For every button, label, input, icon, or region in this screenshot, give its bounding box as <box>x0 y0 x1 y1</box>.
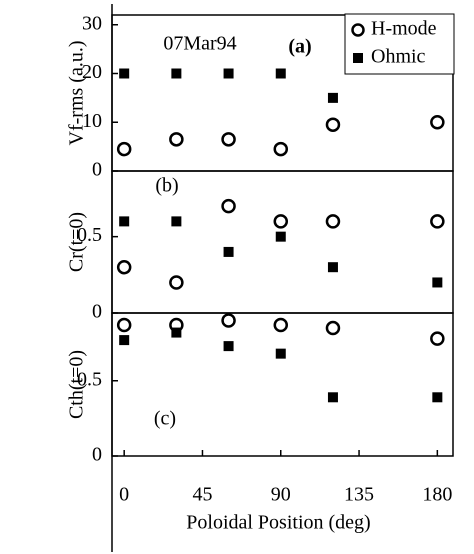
y-axis-title: Cr(t=0) <box>66 212 88 272</box>
h-mode-point <box>273 317 289 333</box>
ohmic-point <box>119 216 130 227</box>
ohmic-point <box>171 327 182 338</box>
ohmic-point <box>275 348 286 359</box>
h-mode-point <box>221 198 236 214</box>
h-mode-point <box>430 115 445 130</box>
h-mode-point <box>221 313 236 328</box>
ohmic-point <box>327 262 338 273</box>
y-axis-title: Vf-rms (a.u.) <box>66 41 88 146</box>
h-mode-point <box>273 214 289 229</box>
ohmic-point <box>223 246 234 257</box>
h-mode-point <box>116 141 132 157</box>
x-tick-label: 180 <box>422 484 452 506</box>
ohmic-point <box>223 68 234 79</box>
h-mode-point <box>325 214 341 229</box>
ohmic-point <box>327 92 338 103</box>
h-mode-point <box>325 117 341 132</box>
y-tick-label: 0 <box>92 159 102 181</box>
legend-label: Ohmic <box>371 46 426 68</box>
h-mode-point <box>169 132 184 147</box>
h-mode-point <box>430 331 445 346</box>
ohmic-point <box>432 277 443 288</box>
legend-box <box>344 13 455 75</box>
ohmic-point <box>119 335 130 346</box>
x-tick-label: 0 <box>119 484 129 506</box>
y-tick-label: 0.5 <box>77 224 102 246</box>
ohmic-point <box>275 231 286 242</box>
h-mode-point <box>430 214 445 229</box>
ohmic-point <box>223 341 234 352</box>
ohmic-point <box>171 68 182 79</box>
annotation: (b) <box>155 175 178 197</box>
x-tick-label: 90 <box>271 484 291 506</box>
y-tick-label: 0.5 <box>77 368 102 390</box>
ohmic-point <box>119 68 130 79</box>
y-axis-title: Cth(t=0) <box>66 350 88 419</box>
h-mode-point <box>169 275 184 290</box>
h-mode-point <box>325 320 341 336</box>
h-mode-point <box>221 132 236 147</box>
y-tick-label: 20 <box>82 61 102 83</box>
ohmic-point <box>171 216 182 227</box>
y-tick-label: 0 <box>92 444 102 466</box>
legend-symbol <box>351 23 365 37</box>
x-axis-title: Poloidal Position (deg) <box>186 512 370 534</box>
y-tick-label: 0 <box>92 301 102 323</box>
legend-label: H-mode <box>371 18 437 40</box>
x-tick-label: 135 <box>344 484 374 506</box>
annotation: (a) <box>288 36 311 58</box>
panel-frame <box>111 312 454 457</box>
ohmic-point <box>327 392 338 403</box>
annotation: (c) <box>154 408 176 430</box>
h-mode-point <box>116 259 132 275</box>
h-mode-point <box>116 317 132 333</box>
ohmic-point <box>432 392 443 403</box>
legend-symbol <box>353 53 363 63</box>
y-tick-label: 10 <box>82 110 102 132</box>
y-tick-label: 30 <box>82 12 102 34</box>
h-mode-point <box>273 141 289 157</box>
ohmic-point <box>275 68 286 79</box>
annotation: 07Mar94 <box>163 33 236 55</box>
x-tick-label: 45 <box>192 484 212 506</box>
